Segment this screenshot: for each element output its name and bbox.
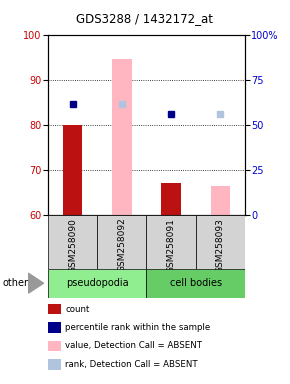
Text: percentile rank within the sample: percentile rank within the sample [65,323,211,332]
Text: GSM258092: GSM258092 [117,218,126,273]
Text: GSM258093: GSM258093 [216,218,225,273]
Text: GSM258090: GSM258090 [68,218,77,273]
Text: pseudopodia: pseudopodia [66,278,128,288]
Text: GSM258091: GSM258091 [166,218,176,273]
Text: cell bodies: cell bodies [170,278,222,288]
Polygon shape [28,273,44,293]
Text: count: count [65,305,90,314]
Bar [48,269,146,298]
Bar [97,215,146,269]
Bar [146,215,196,269]
Bar [48,215,97,269]
Text: other: other [3,278,29,288]
Text: GDS3288 / 1432172_at: GDS3288 / 1432172_at [77,12,213,25]
Bar [211,186,230,215]
Bar [63,125,82,215]
Bar [161,184,181,215]
Bar [196,215,245,269]
Bar [112,60,132,215]
Text: rank, Detection Call = ABSENT: rank, Detection Call = ABSENT [65,360,198,369]
Text: value, Detection Call = ABSENT: value, Detection Call = ABSENT [65,341,202,351]
Bar [146,269,245,298]
